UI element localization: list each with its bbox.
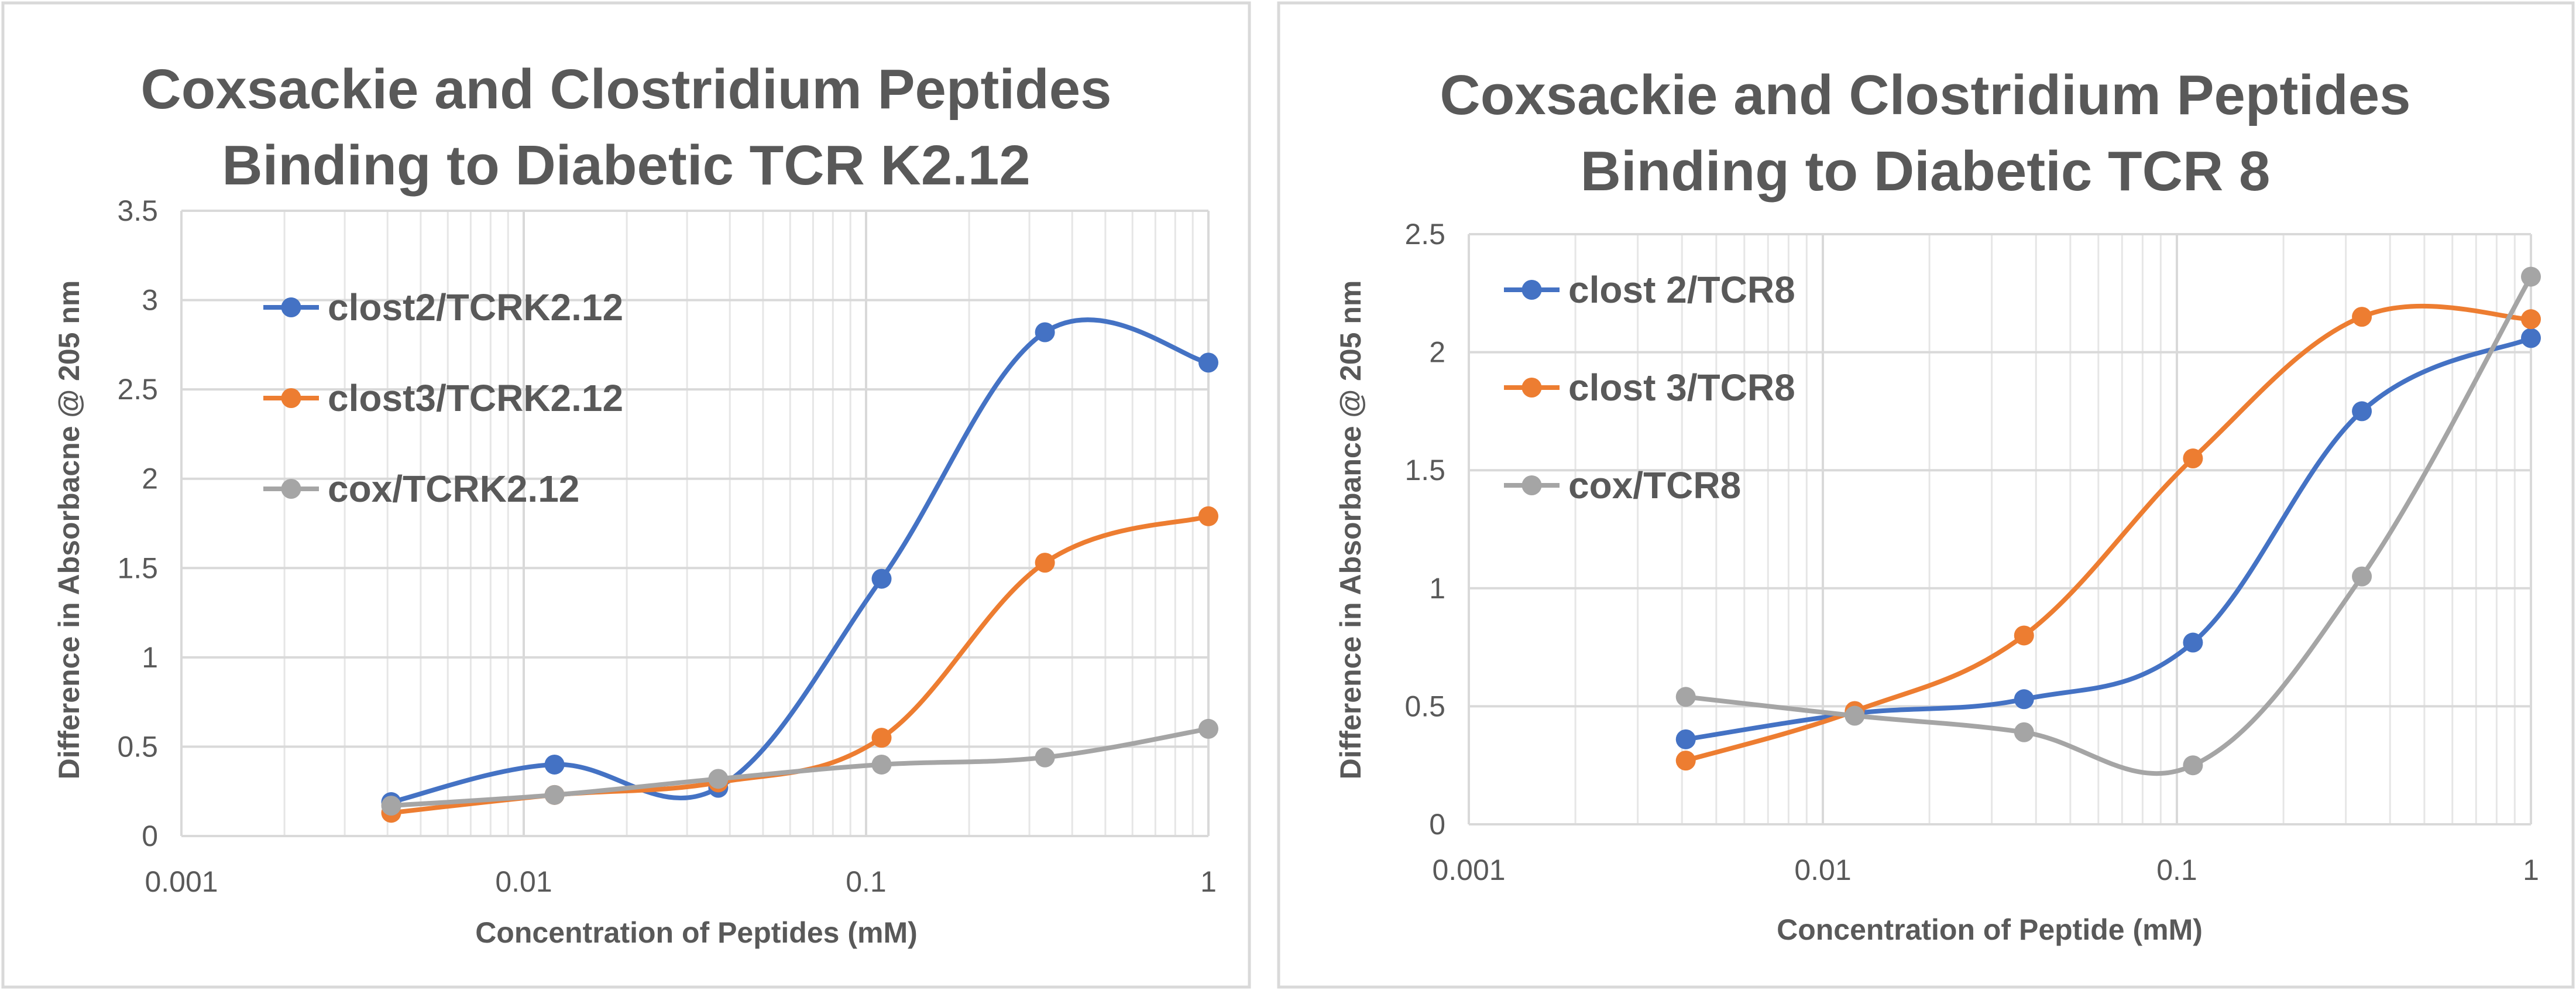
- data-point: [871, 754, 892, 775]
- legend-marker: [1521, 378, 1542, 398]
- data-point: [2183, 448, 2203, 469]
- y-tick-label: 1: [1429, 572, 1445, 605]
- x-tick-label: 0.001: [1432, 854, 1505, 886]
- x-tick-label: 0.1: [2156, 854, 2197, 886]
- legend-item: cox/TCRK2.12: [263, 468, 579, 510]
- data-point: [871, 568, 892, 589]
- legend-marker: [1521, 280, 1542, 300]
- chart-right-x-axis-label: Concentration of Peptide (mM): [1777, 913, 2203, 946]
- legend-marker: [281, 297, 301, 317]
- data-point: [2352, 566, 2372, 587]
- x-tick-label: 0.01: [495, 865, 552, 898]
- legend-item: cox/TCR8: [1504, 464, 1741, 506]
- legend-label: clost3/TCRK2.12: [328, 377, 623, 419]
- legend-item: clost3/TCRK2.12: [263, 377, 623, 419]
- x-tick-label: 1: [1200, 865, 1217, 898]
- data-point: [381, 796, 401, 816]
- chart-right-x-ticks: 0.001 0.01 0.1 1: [1432, 854, 2539, 886]
- data-point: [2521, 328, 2541, 348]
- y-tick-label: 1: [142, 641, 158, 674]
- chart-right-y-axis-label: Difference in Absorbance @ 205 nm: [1334, 280, 1367, 780]
- chart-right-frame: [1277, 1, 2575, 989]
- y-tick-label: 0: [1429, 808, 1445, 841]
- data-point: [1198, 352, 1218, 373]
- chart-right-y-ticks: 0 0.5 1 1.5 2 2.5: [1404, 218, 1445, 841]
- y-tick-label: 0: [142, 820, 158, 852]
- x-tick-label: 0.001: [145, 865, 218, 898]
- data-point: [2014, 722, 2034, 742]
- legend-label: clost 3/TCR8: [1568, 366, 1795, 409]
- data-point: [2521, 266, 2541, 287]
- chart-panel-right: Coxsackie and Clostridium Peptides Bindi…: [1276, 0, 2576, 990]
- legend-label: cox/TCRK2.12: [328, 468, 579, 510]
- chart-left-x-axis-label: Concentration of Peptides (mM): [475, 916, 918, 949]
- chart-left-title-line1: Coxsackie and Clostridium Peptides: [140, 58, 1111, 121]
- data-point: [871, 728, 892, 748]
- data-point: [2014, 625, 2034, 646]
- data-point: [1035, 747, 1055, 768]
- series-2-right: [1675, 303, 2541, 771]
- series-line: [389, 726, 1211, 809]
- y-tick-label: 2.5: [117, 373, 158, 406]
- data-point: [1845, 705, 1865, 726]
- series-line: [1683, 303, 2533, 763]
- series-3-left: [381, 718, 1218, 816]
- legend-marker: [1521, 475, 1542, 495]
- x-tick-label: 0.01: [1794, 854, 1851, 886]
- x-tick-label: 0.1: [846, 865, 887, 898]
- chart-left-legend: clost2/TCRK2.12 clost3/TCRK2.12 cox/TCRK2.…: [263, 286, 623, 510]
- x-tick-label: 1: [2523, 854, 2539, 886]
- legend-item: clost 2/TCR8: [1504, 269, 1795, 311]
- y-tick-label: 0.5: [1404, 690, 1445, 722]
- chart-right-series: [1675, 266, 2541, 776]
- y-tick-label: 2: [142, 463, 158, 495]
- data-point: [1035, 322, 1055, 342]
- data-point: [2183, 632, 2203, 653]
- legend-item: clost2/TCRK2.12: [263, 286, 623, 328]
- data-point: [544, 785, 565, 805]
- data-point: [2352, 307, 2372, 327]
- series-3-right: [1675, 266, 2541, 776]
- data-point: [2521, 309, 2541, 330]
- y-tick-label: 2.5: [1404, 218, 1445, 251]
- chart-left-title-line2: Binding to Diabetic TCR K2.12: [222, 134, 1030, 197]
- y-tick-label: 1.5: [1404, 454, 1445, 487]
- y-tick-label: 2: [1429, 336, 1445, 369]
- chart-left-y-axis-label: Difference in Absorbacne @ 205 nm: [53, 280, 85, 780]
- chart-panel-left: Coxsackie and Clostridium Peptides Bindi…: [0, 0, 1252, 990]
- legend-marker: [281, 388, 301, 408]
- series-1-left: [381, 317, 1218, 813]
- data-point: [708, 769, 729, 789]
- chart-left-svg: Coxsackie and Clostridium Peptides Bindi…: [1, 1, 1251, 989]
- chart-right-svg: Coxsackie and Clostridium Peptides Bindi…: [1277, 1, 2575, 989]
- legend-label: clost 2/TCR8: [1568, 269, 1795, 311]
- chart-left-x-ticks: 0.001 0.01 0.1 1: [145, 865, 1216, 898]
- chart-left-series: [381, 317, 1218, 823]
- chart-left-gridlines: [180, 210, 1210, 837]
- data-point: [1675, 729, 1696, 749]
- chart-right-title-line2: Binding to Diabetic TCR 8: [1581, 140, 2271, 203]
- legend-marker: [281, 479, 301, 499]
- data-point: [544, 754, 565, 775]
- data-point: [2352, 401, 2372, 422]
- data-point: [2183, 755, 2203, 776]
- data-point: [1675, 687, 1696, 707]
- data-point: [1035, 553, 1055, 573]
- data-point: [1675, 751, 1696, 771]
- legend-label: cox/TCR8: [1568, 464, 1741, 506]
- legend-label: clost2/TCRK2.12: [328, 286, 623, 328]
- legend-item: clost 3/TCR8: [1504, 366, 1795, 409]
- chart-right-legend: clost 2/TCR8 clost 3/TCR8 cox/TCR8: [1504, 269, 1795, 506]
- data-point: [1198, 718, 1218, 739]
- data-point: [2014, 689, 2034, 710]
- data-point: [1198, 506, 1218, 526]
- chart-left-y-ticks: 0 0.5 1 1.5 2 2.5 3 3.5: [117, 194, 158, 852]
- y-tick-label: 1.5: [117, 551, 158, 584]
- y-tick-label: 0.5: [117, 730, 158, 763]
- y-tick-label: 3: [142, 284, 158, 317]
- y-tick-label: 3.5: [117, 194, 158, 227]
- chart-right-title-line1: Coxsackie and Clostridium Peptides: [1440, 64, 2410, 126]
